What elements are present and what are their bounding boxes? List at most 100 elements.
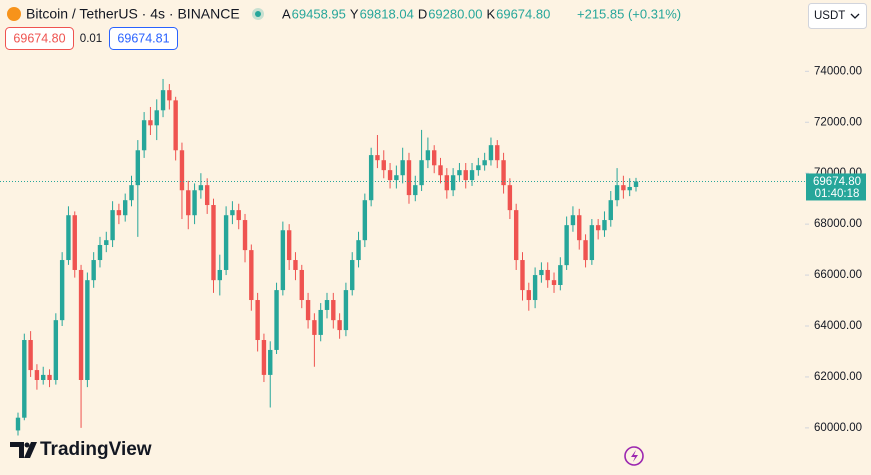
candle — [488, 137, 494, 166]
candle — [41, 366, 46, 385]
candle-body — [286, 230, 292, 261]
candle — [268, 341, 273, 408]
candle-body — [204, 185, 210, 206]
candle — [242, 213, 248, 263]
candle — [104, 231, 109, 253]
candle-body — [59, 260, 65, 321]
candle — [274, 282, 279, 355]
candle-body — [312, 320, 317, 335]
candle-body — [53, 320, 59, 380]
candle — [173, 96, 178, 161]
candle — [97, 236, 103, 268]
candle — [129, 175, 134, 207]
ohlc-value: 69280.00 — [428, 6, 482, 21]
candle — [387, 163, 393, 189]
candle-body — [192, 190, 197, 216]
candle-body — [627, 186, 632, 191]
candle — [280, 221, 286, 296]
candle — [356, 231, 361, 268]
candle-body — [223, 215, 229, 270]
candle-body — [242, 220, 248, 251]
candle-body — [614, 185, 620, 201]
candle — [577, 208, 582, 250]
candle-body — [230, 210, 235, 216]
candle-body — [450, 175, 456, 191]
ohlc-key: K — [486, 6, 495, 21]
candle-body — [589, 225, 595, 261]
candle-body — [375, 155, 380, 161]
candle — [78, 264, 84, 428]
y-tick-label: 68000.00 — [814, 218, 862, 230]
candle-body — [501, 160, 506, 186]
candle-body — [85, 280, 90, 380]
candle-body — [22, 340, 27, 418]
candle-body — [577, 215, 582, 241]
buy-price[interactable]: 69674.81 — [117, 31, 169, 45]
candle-body — [97, 245, 103, 261]
candle — [595, 219, 601, 240]
currency-button[interactable] — [808, 3, 867, 29]
candle-body — [608, 200, 613, 221]
candle-body — [148, 120, 153, 126]
candle-body — [66, 215, 71, 261]
y-tick-label: 64000.00 — [814, 320, 862, 332]
candle-body — [299, 269, 304, 301]
candle — [53, 313, 59, 385]
candle — [293, 252, 298, 281]
currency[interactable]: USDT — [814, 10, 845, 22]
brand-logo-dot — [24, 442, 30, 448]
buy-box[interactable] — [109, 27, 178, 50]
candle-body — [570, 215, 576, 226]
symbol: Bitcoin / TetherUS · 4s · BINANCE — [26, 6, 240, 22]
y-tick-label: 60000.00 — [814, 422, 862, 434]
candle-body — [432, 150, 437, 166]
candle — [513, 203, 519, 270]
candle — [368, 147, 374, 207]
candle — [85, 272, 90, 388]
candle-body — [381, 160, 386, 171]
sell-price[interactable]: 69674.80 — [13, 31, 65, 45]
candle — [59, 252, 65, 327]
candle-body — [331, 300, 336, 321]
candle-body — [274, 290, 279, 350]
candle-body — [444, 175, 450, 191]
candle — [34, 364, 40, 390]
candle — [22, 333, 27, 421]
candle-body — [621, 185, 626, 191]
candle — [179, 142, 185, 220]
candle-body — [387, 170, 393, 181]
candle-body — [520, 260, 525, 291]
brand: TradingView — [40, 439, 152, 460]
candle-body — [268, 349, 273, 375]
candle-body — [305, 300, 311, 321]
sell-box[interactable] — [5, 27, 74, 50]
candle — [135, 140, 141, 237]
candle — [539, 262, 544, 283]
y-tick-label: 62000.00 — [814, 371, 862, 383]
candle — [204, 178, 210, 214]
candle — [15, 412, 21, 436]
candle-body — [476, 165, 481, 171]
candle-body — [413, 185, 418, 196]
candle — [375, 134, 380, 169]
candle — [324, 292, 330, 319]
candle — [72, 211, 77, 278]
replay-icon[interactable] — [624, 446, 644, 466]
candle — [66, 206, 71, 265]
candle-body — [350, 260, 355, 291]
change: +215.85 (+0.31%) — [577, 6, 681, 21]
candle — [621, 175, 626, 199]
candle — [255, 292, 260, 352]
candle — [564, 216, 569, 270]
ohlc-legend: A 69458.95 Y 69818.04 D 69280.00 K 69674.80 — [282, 6, 550, 21]
candle — [261, 333, 267, 383]
candle — [400, 147, 405, 184]
candle — [186, 180, 191, 230]
candle-body — [539, 269, 544, 276]
candle — [91, 252, 96, 288]
candle-body — [532, 275, 538, 301]
candle — [286, 224, 292, 270]
